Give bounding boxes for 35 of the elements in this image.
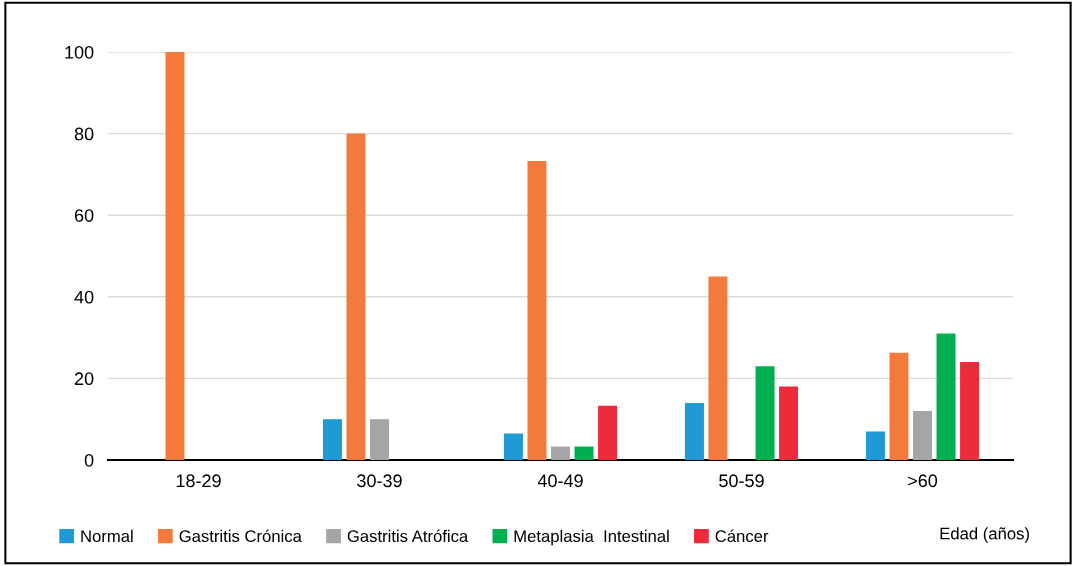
legend-label: Metaplasia Intestinal <box>514 529 669 546</box>
bar <box>598 405 618 460</box>
bar <box>503 433 523 460</box>
bar <box>889 352 909 460</box>
legend-label: Gastritis Atrófica <box>347 529 469 543</box>
x-tick-label: >60 <box>908 474 938 488</box>
y-tick-label: 80 <box>74 127 94 141</box>
bar <box>755 366 775 460</box>
x-tick-label: 40-49 <box>537 474 583 488</box>
bar <box>370 419 389 460</box>
x-tick-label: 18-29 <box>176 474 221 488</box>
y-tick-label: 20 <box>74 372 94 386</box>
legend-label: Gastritis Crónica <box>179 529 302 543</box>
bar <box>779 386 799 460</box>
bar <box>527 160 547 460</box>
y-tick-label: 60 <box>74 209 94 222</box>
x-tick-label: 30-39 <box>357 474 402 488</box>
bar <box>865 431 885 460</box>
bar <box>346 133 366 460</box>
bar <box>574 446 594 460</box>
y-tick-label: 0 <box>84 453 94 467</box>
legend-label: Normal <box>81 529 133 543</box>
bar <box>551 446 570 460</box>
y-tick-label: 100 <box>65 45 94 59</box>
bar <box>322 419 342 460</box>
legend-label: Cáncer <box>715 529 769 543</box>
y-tick-label: 40 <box>74 290 94 304</box>
bar <box>684 402 704 460</box>
bar <box>165 52 185 460</box>
x-axis-title: Edad (años) <box>940 527 1029 543</box>
bar <box>960 362 980 460</box>
bar <box>708 276 728 460</box>
bar <box>913 411 932 460</box>
bar <box>936 333 956 460</box>
x-tick-label: 50-59 <box>719 474 764 488</box>
